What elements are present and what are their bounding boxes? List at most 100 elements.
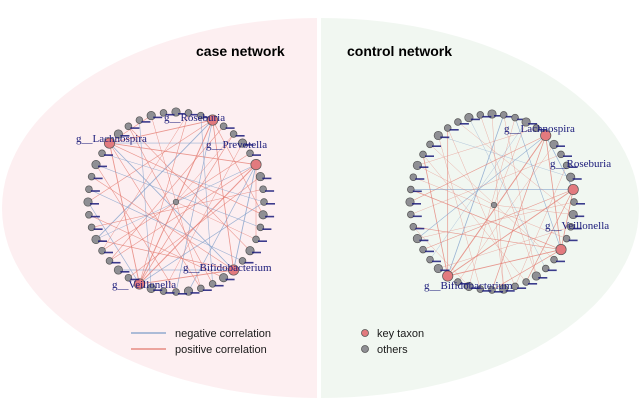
control-edge [447, 189, 574, 277]
control-edge [480, 114, 537, 277]
control-edge [491, 113, 504, 290]
case-node-label-mark [98, 240, 107, 242]
case-node-label-mark [178, 293, 187, 295]
case-edges [87, 112, 265, 293]
case-node [98, 246, 106, 255]
control-edge [493, 204, 574, 215]
case-node [219, 273, 229, 283]
case-node-label-mark [104, 251, 113, 254]
case-key-node [207, 114, 219, 126]
case-label-bifidobacterium: g__Bifidobacterium [183, 262, 272, 274]
control-node-label-mark [568, 239, 578, 242]
case-node [87, 223, 96, 232]
case-node-label-mark [266, 203, 275, 205]
case-network-title: case network [196, 43, 285, 59]
control-edge [457, 121, 574, 215]
control-node-label-mark [415, 178, 425, 180]
control-node [476, 111, 485, 119]
control-network-title: control network [347, 43, 452, 59]
case-node [246, 149, 254, 158]
case-node [184, 109, 193, 117]
control-node-label-mark [419, 166, 429, 168]
control-edge [438, 226, 571, 269]
case-node-label-mark [214, 284, 224, 287]
case-node-label-mark [265, 215, 275, 218]
case-node [83, 197, 93, 207]
case-node [85, 211, 93, 219]
case-node [258, 210, 268, 220]
control-node [557, 150, 565, 159]
case-label-veillonella: g__Veillonella [112, 279, 176, 291]
control-node-label-mark [528, 123, 538, 125]
control-node-label-mark [538, 277, 548, 279]
case-node-label-mark [90, 203, 99, 205]
control-node-label-mark [494, 291, 503, 293]
case-key-node [133, 278, 145, 290]
control-node [562, 234, 571, 243]
case-edge [175, 201, 202, 289]
control-node [511, 282, 519, 291]
control-node-label-mark [505, 115, 515, 118]
control-edge [410, 154, 562, 215]
case-node [197, 284, 205, 293]
control-edge [417, 127, 537, 166]
case-edge [109, 142, 264, 216]
case-nodes [83, 107, 275, 296]
case-node-label-mark [93, 228, 103, 230]
case-edge [95, 239, 234, 271]
control-node [511, 113, 519, 122]
legend-others-label: others [377, 344, 408, 356]
legend-positive-label: positive correlation [175, 344, 267, 356]
case-node-label-mark [153, 116, 163, 119]
control-node-label-mark [556, 145, 565, 147]
control-edge [409, 135, 546, 203]
case-key-node [103, 137, 116, 149]
control-node-label-mark [412, 190, 422, 193]
control-node [454, 278, 462, 286]
legend-key-taxon-label: key taxon [377, 328, 424, 340]
case-edge [175, 164, 257, 203]
control-node-label-mark [425, 250, 434, 253]
case-node-label-mark [252, 251, 261, 254]
case-node-label-mark [93, 177, 103, 180]
legend-key-taxon-marker [361, 329, 369, 337]
case-node-label-mark [225, 278, 235, 281]
control-node [464, 113, 474, 123]
case-node-label-mark [262, 228, 272, 230]
control-edge [429, 144, 555, 260]
case-node-label-mark [111, 261, 121, 264]
case-node-label-mark [265, 190, 275, 192]
control-node-label-mark [412, 215, 422, 218]
case-node-label-mark [98, 165, 107, 168]
legend-others-marker [361, 345, 369, 353]
case-node [255, 172, 265, 182]
control-node [566, 172, 576, 182]
case-node [98, 149, 106, 158]
case-edge [150, 115, 177, 203]
control-node-label-mark [572, 227, 582, 230]
case-node-label-mark [190, 113, 200, 116]
case-label-lachnospira: g__Lachnospira [76, 133, 147, 145]
control-node-label-mark [568, 166, 578, 168]
control-node-label-mark [494, 115, 503, 117]
case-edge [91, 188, 264, 228]
case-edge [175, 120, 213, 293]
case-node-label-mark [130, 127, 140, 129]
case-edge [139, 112, 189, 284]
case-node [135, 116, 144, 124]
control-label-roseburia: g__Roseburia [550, 158, 611, 170]
case-edge [101, 153, 265, 203]
control-edge [457, 144, 555, 283]
control-node [499, 111, 508, 119]
control-node [570, 198, 578, 206]
case-edge [88, 188, 243, 262]
case-node [124, 122, 133, 131]
case-node-label-mark [153, 289, 163, 291]
control-key-node [567, 183, 579, 196]
control-label-bifidobacterium: g__Bifidobacterium [424, 280, 513, 292]
case-edge [128, 126, 251, 251]
case-edge [163, 142, 243, 292]
case-node-label-mark [130, 278, 140, 281]
control-node [405, 197, 415, 207]
case-node-label-mark [258, 240, 267, 242]
